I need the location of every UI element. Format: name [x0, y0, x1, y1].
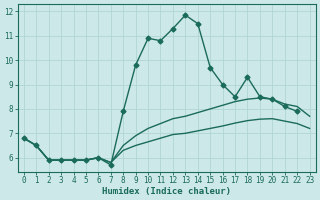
X-axis label: Humidex (Indice chaleur): Humidex (Indice chaleur)	[102, 187, 231, 196]
